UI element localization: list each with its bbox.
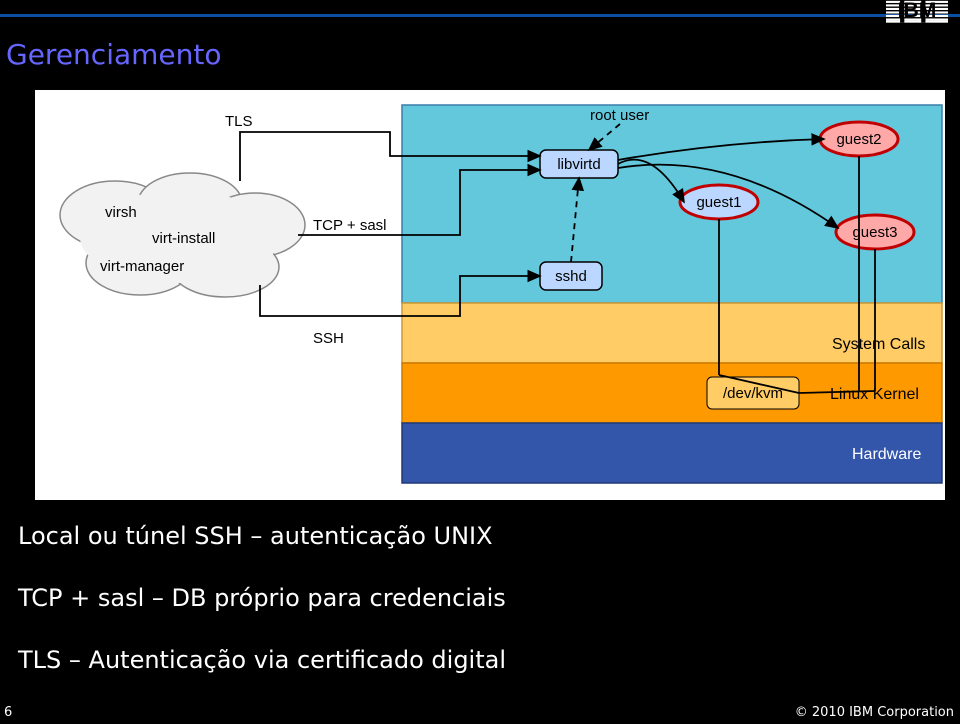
svg-text:libvirtd: libvirtd (557, 156, 600, 173)
svg-text:guest1: guest1 (696, 194, 741, 211)
bullet-1: Local ou túnel SSH – autenticação UNIX (4, 516, 507, 556)
svg-text:virsh: virsh (105, 204, 137, 221)
svg-text:System Calls: System Calls (832, 336, 925, 353)
svg-text:IBM: IBM (898, 0, 937, 22)
svg-text:virt-install: virt-install (152, 230, 215, 247)
svg-text:root user: root user (590, 107, 649, 124)
bullet-3: TLS – Autenticação via certificado digit… (4, 640, 520, 680)
svg-text:TLS: TLS (225, 113, 253, 130)
svg-text:TCP + sasl: TCP + sasl (313, 217, 387, 234)
architecture-diagram: System CallsLinux Kernel/dev/kvmHardware… (35, 90, 945, 500)
bullet-2: TCP + sasl – DB próprio para credenciais (4, 578, 520, 618)
ibm-logo-icon: IBM (886, 0, 948, 23)
svg-text:SSH: SSH (313, 330, 344, 347)
copyright: © 2010 IBM Corporation (795, 705, 954, 720)
svg-text:Hardware: Hardware (852, 446, 921, 463)
svg-text:sshd: sshd (555, 268, 587, 285)
page-title: Gerenciamento (6, 38, 221, 71)
svg-text:guest2: guest2 (836, 131, 881, 148)
page-number: 6 (4, 705, 12, 720)
svg-text:virt-manager: virt-manager (100, 258, 184, 275)
